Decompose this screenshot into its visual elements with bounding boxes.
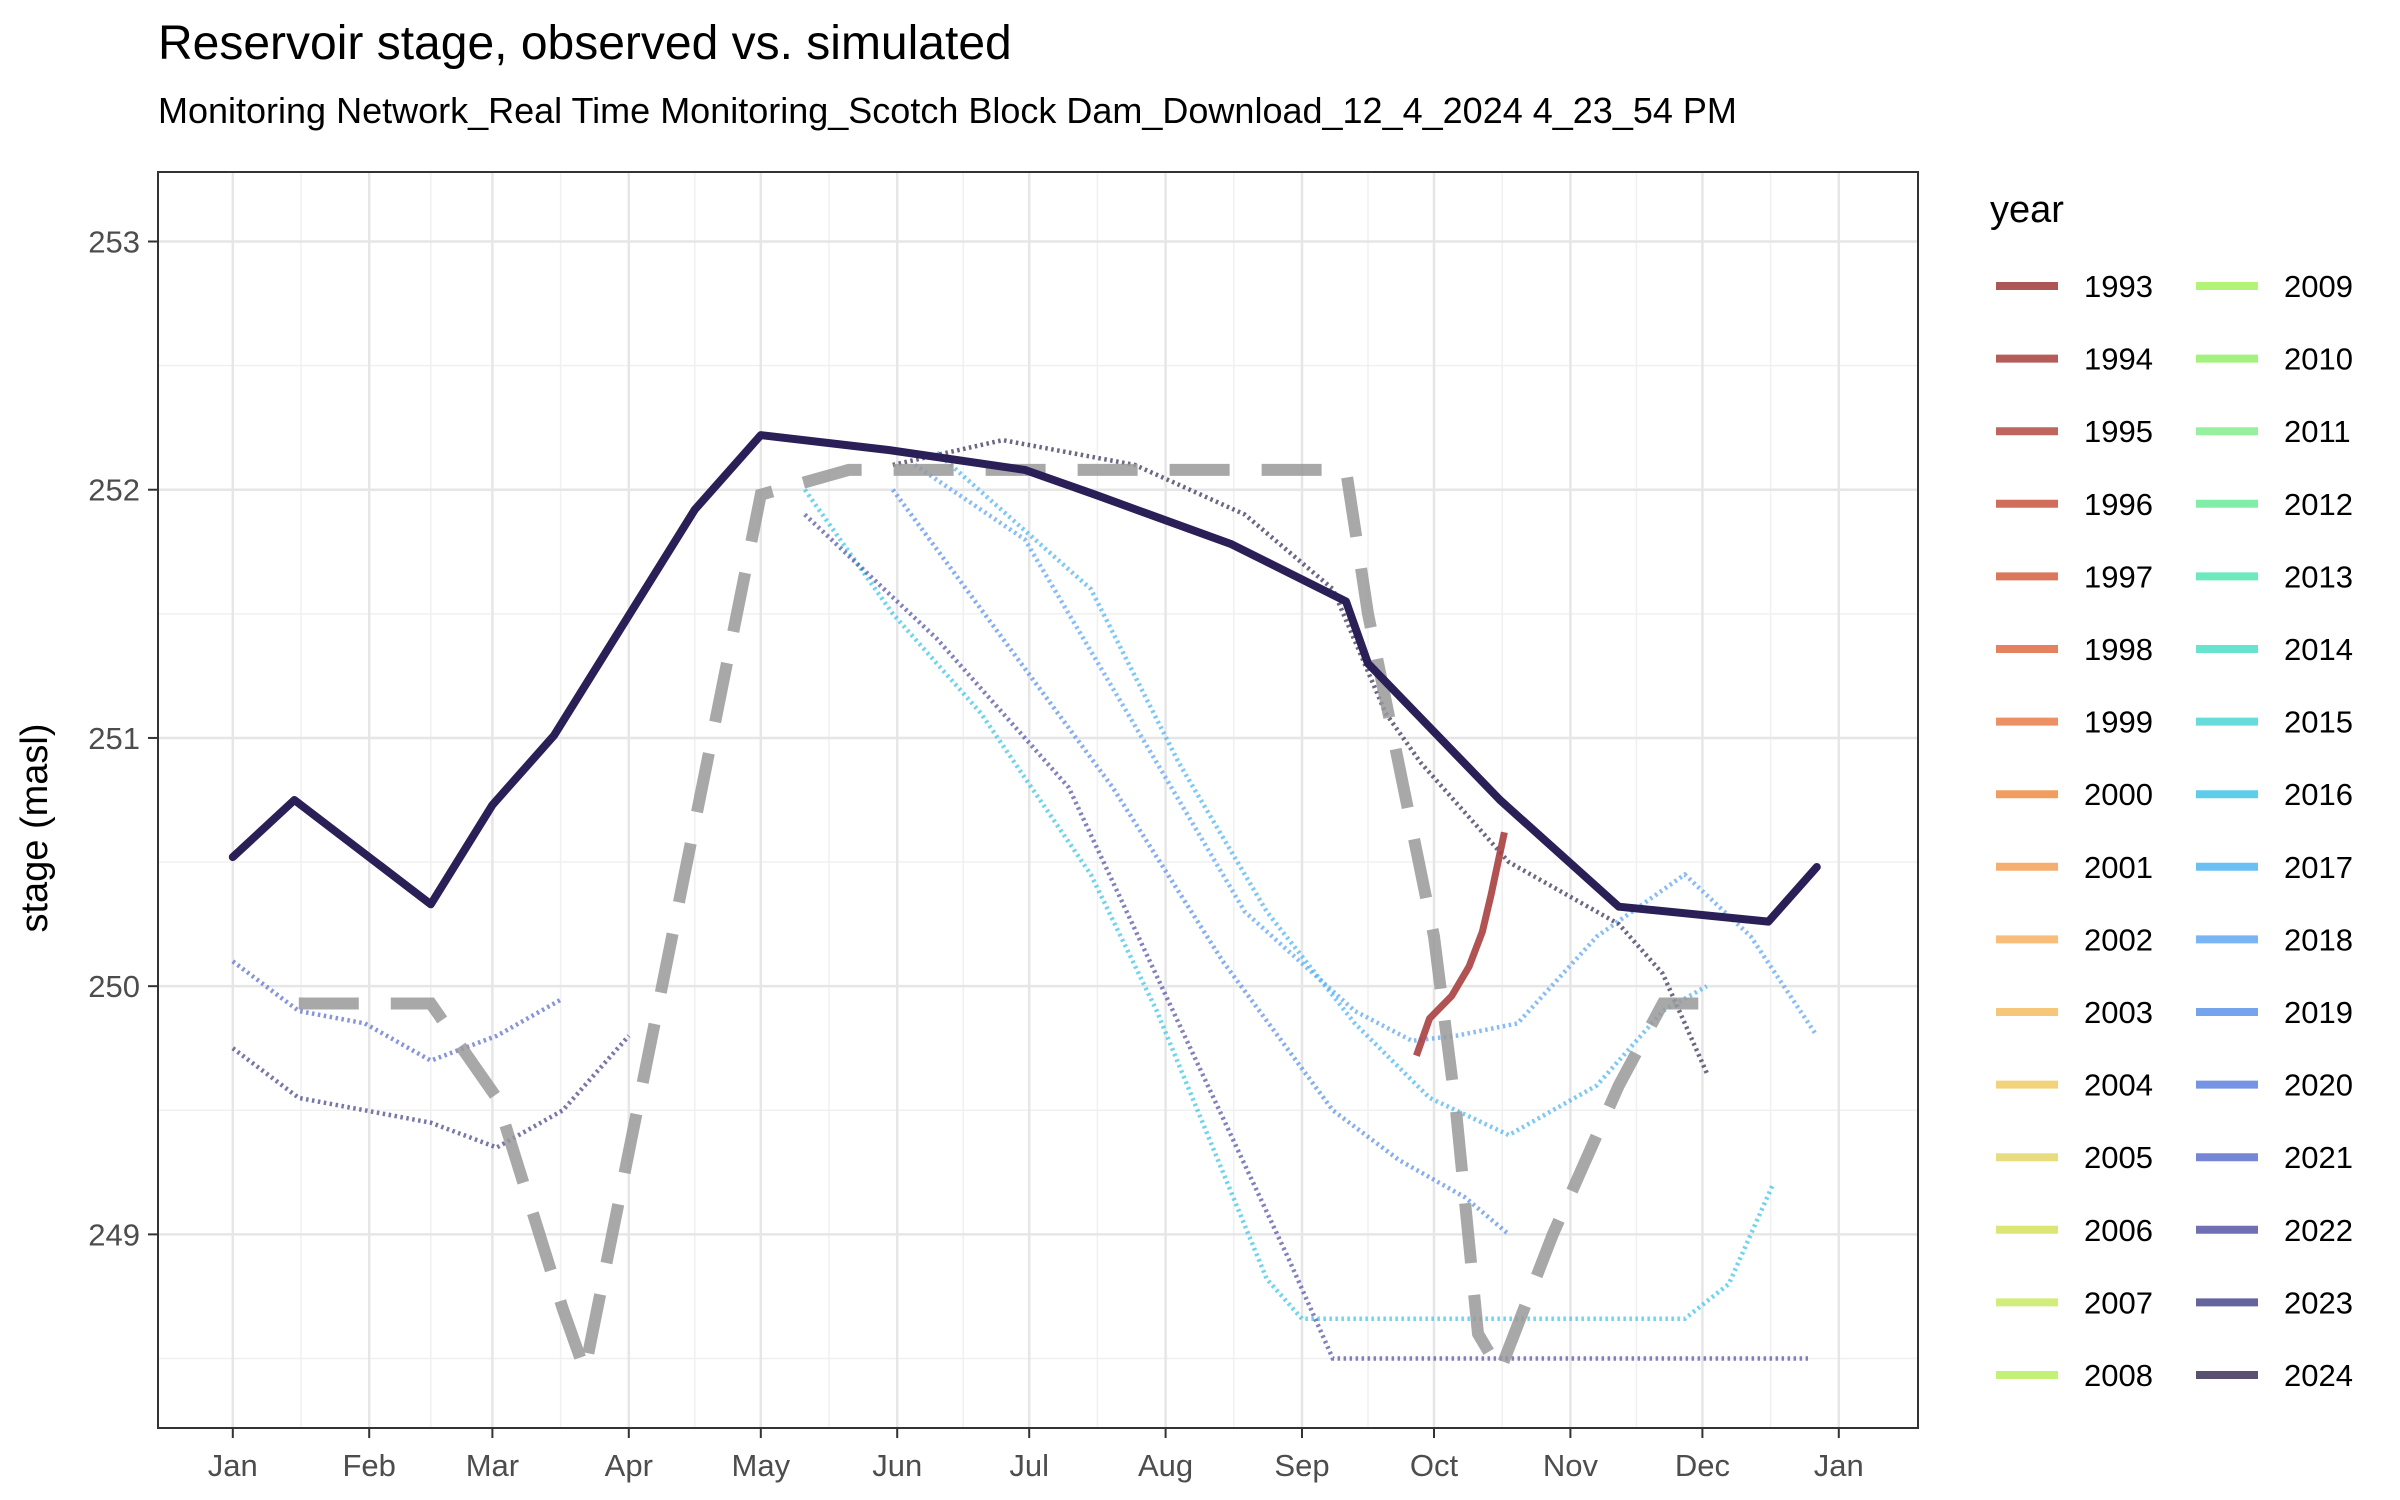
y-axis: 249 250 251 252 253 [88, 225, 158, 1252]
y-tick-label: 252 [88, 473, 140, 508]
legend-items: 1993 1994 1995 1996 1997 1998 1999 2000 2001 2002… [1996, 269, 2353, 1393]
series-2021 [231, 959, 564, 1064]
y-tick-label: 251 [88, 721, 140, 756]
legend-label-1994: 1994 [2084, 342, 2153, 377]
x-axis: Jan Feb Mar Apr May Jun Jul Aug Sep Oct Nov Dec Jan [208, 1428, 1864, 1483]
x-tick-label: Oct [1410, 1448, 1459, 1483]
legend-label-2013: 2013 [2284, 559, 2353, 594]
legend: year 1993 1994 1995 1996 1997 1998 1999 2000 200… [1990, 189, 2353, 1393]
legend-label-2015: 2015 [2284, 705, 2353, 740]
x-tick-label: Jul [1009, 1448, 1049, 1483]
legend-label-2014: 2014 [2284, 632, 2353, 667]
legend-label-2010: 2010 [2284, 342, 2353, 377]
legend-label-2016: 2016 [2284, 777, 2353, 812]
y-tick-label: 253 [88, 225, 140, 260]
legend-label-2002: 2002 [2084, 922, 2153, 957]
legend-label-2023: 2023 [2284, 1285, 2353, 1320]
legend-label-2003: 2003 [2084, 995, 2153, 1030]
chart-subtitle: Monitoring Network_Real Time Monitoring_… [158, 90, 1737, 131]
series-2016 [802, 488, 1775, 1322]
legend-label-2021: 2021 [2284, 1140, 2353, 1175]
x-tick-label: Aug [1138, 1448, 1193, 1483]
series-2023 [231, 1034, 631, 1150]
x-tick-label: Jan [208, 1448, 258, 1483]
chart-title: Reservoir stage, observed vs. simulated [158, 17, 1012, 70]
legend-label-1999: 1999 [2084, 705, 2153, 740]
legend-label-2006: 2006 [2084, 1213, 2153, 1248]
x-tick-label: Sep [1274, 1448, 1329, 1483]
x-tick-label: Dec [1675, 1448, 1730, 1483]
series-2022 [803, 512, 1808, 1361]
legend-label-1995: 1995 [2084, 414, 2153, 449]
legend-label-2022: 2022 [2284, 1213, 2353, 1248]
legend-label-2012: 2012 [2284, 487, 2353, 522]
x-tick-label: May [732, 1448, 791, 1483]
legend-label-2019: 2019 [2284, 995, 2353, 1030]
legend-label-1997: 1997 [2084, 559, 2153, 594]
grid-minor [158, 172, 1918, 1428]
series-layer [228, 431, 1821, 1394]
x-tick-label: Jan [1814, 1448, 1864, 1483]
legend-label-2020: 2020 [2284, 1068, 2353, 1103]
legend-label-2017: 2017 [2284, 850, 2353, 885]
legend-label-2018: 2018 [2284, 922, 2353, 957]
x-tick-label: Feb [342, 1448, 395, 1483]
legend-title: year [1990, 189, 2064, 231]
panel-border [157, 171, 1919, 1429]
legend-label-2009: 2009 [2284, 269, 2353, 304]
legend-label-1996: 1996 [2084, 487, 2153, 522]
legend-label-1998: 1998 [2084, 632, 2153, 667]
legend-label-2000: 2000 [2084, 777, 2153, 812]
x-tick-label: Mar [466, 1448, 519, 1483]
x-tick-label: Apr [605, 1448, 653, 1483]
y-tick-label: 250 [88, 969, 140, 1004]
legend-label-2008: 2008 [2084, 1358, 2153, 1393]
x-tick-label: Jun [872, 1448, 922, 1483]
series-2018 [913, 463, 1819, 1044]
series-1993 [1413, 831, 1508, 1057]
series-simulated-main [228, 431, 1821, 926]
legend-label-2024: 2024 [2284, 1358, 2353, 1393]
legend-label-1993: 1993 [2084, 269, 2153, 304]
legend-label-2011: 2011 [2284, 414, 2351, 449]
grid-major [158, 172, 1918, 1428]
legend-label-2005: 2005 [2084, 1140, 2153, 1175]
legend-label-2004: 2004 [2084, 1068, 2153, 1103]
series-2019 [890, 488, 1511, 1237]
series-simulated-dashed [298, 463, 1729, 1394]
y-tick-label: 249 [88, 1217, 140, 1252]
x-tick-label: Nov [1543, 1448, 1599, 1483]
y-axis-title: stage (masl) [14, 723, 56, 932]
legend-label-2001: 2001 [2084, 850, 2153, 885]
series-2017 [935, 450, 1708, 1138]
legend-label-2007: 2007 [2084, 1285, 2153, 1320]
